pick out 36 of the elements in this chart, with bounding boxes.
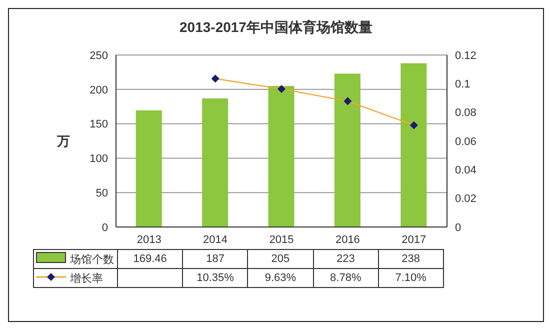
bar	[334, 74, 360, 227]
data-label: 223	[313, 250, 378, 268]
data-label: 7.10%	[378, 268, 444, 288]
bar	[202, 98, 228, 227]
data-label: 238	[378, 250, 444, 268]
legend-label: 增长率	[70, 272, 103, 284]
data-label: 8.78%	[313, 268, 378, 288]
y-tick-label: 200	[90, 84, 108, 96]
y2-tick-label: 0.1	[455, 78, 470, 91]
y-tick-label: 100	[90, 153, 108, 166]
y-tick-label: 250	[90, 50, 108, 62]
data-label: 187	[182, 250, 248, 268]
y2-tick-label: 0.04	[455, 164, 476, 177]
y2-tick-label: 0	[455, 222, 462, 234]
bar	[268, 86, 294, 227]
y-tick-label: 150	[90, 118, 108, 131]
x-tick-label: 2015	[269, 234, 294, 246]
y2-tick-label: 0.08	[455, 107, 476, 120]
bar	[400, 63, 427, 227]
y-tick-label: 50	[96, 188, 108, 200]
bar	[136, 110, 162, 227]
data-label: 10.35%	[182, 268, 248, 288]
y-axis-title: 万	[56, 134, 70, 149]
y2-tick-label: 0.12	[455, 50, 476, 62]
x-tick-label: 2017	[402, 234, 426, 246]
x-tick-label: 2014	[203, 234, 228, 246]
data-label: 169.46	[118, 250, 183, 268]
y2-tick-label: 0.06	[455, 136, 476, 148]
legend-label: 场馆个数	[70, 254, 114, 266]
chart-title: 2013-2017年中国体育场馆数量	[178, 19, 374, 37]
data-label: 9.63%	[248, 268, 314, 288]
y2-tick-label: 0.02	[455, 193, 476, 206]
x-tick-label: 2016	[335, 234, 360, 246]
x-tick-label: 2013	[136, 234, 162, 246]
data-label: 205	[248, 250, 314, 268]
y-tick-label: 0	[102, 222, 108, 234]
